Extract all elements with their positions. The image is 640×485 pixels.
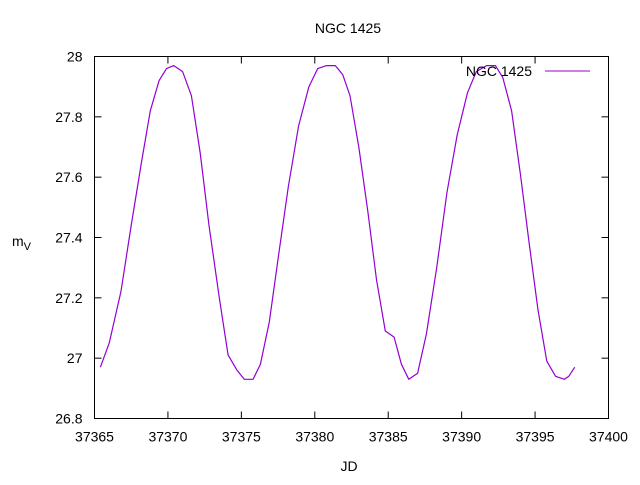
y-axis-label-main: m bbox=[12, 233, 24, 249]
legend: NGC 1425 bbox=[466, 63, 590, 79]
x-tick-label: 37370 bbox=[148, 429, 187, 445]
x-tick-label: 37375 bbox=[222, 429, 261, 445]
y-tick-label: 28 bbox=[67, 49, 83, 65]
legend-label: NGC 1425 bbox=[466, 63, 532, 79]
y-axis-label-subscript: V bbox=[24, 241, 32, 253]
y-tick-label: 26.8 bbox=[55, 411, 82, 427]
y-axis: 26.8 27 27.2 27.4 27.6 27.8 28 bbox=[55, 49, 609, 427]
x-tick-label: 37395 bbox=[516, 429, 555, 445]
x-tick-label: 37400 bbox=[589, 429, 628, 445]
y-tick-label: 27.2 bbox=[55, 290, 82, 306]
x-axis-label: JD bbox=[340, 458, 357, 474]
x-tick-label: 37380 bbox=[295, 429, 334, 445]
series-line bbox=[99, 64, 576, 380]
y-tick-label: 27.8 bbox=[55, 109, 82, 125]
plot-frame bbox=[94, 56, 609, 419]
x-tick-label: 37385 bbox=[369, 429, 408, 445]
chart-title: NGC 1425 bbox=[315, 20, 381, 36]
y-axis-label: mV bbox=[12, 233, 32, 253]
y-tick-label: 27.4 bbox=[55, 230, 82, 246]
x-tick-label: 37390 bbox=[442, 429, 481, 445]
x-tick-label: 37365 bbox=[75, 429, 114, 445]
x-axis: 37365 37370 37375 37380 37385 37390 37395 37400 bbox=[75, 56, 628, 445]
y-tick-label: 27.6 bbox=[55, 169, 82, 185]
series-layer bbox=[99, 64, 576, 380]
y-tick-label: 27 bbox=[67, 350, 83, 366]
